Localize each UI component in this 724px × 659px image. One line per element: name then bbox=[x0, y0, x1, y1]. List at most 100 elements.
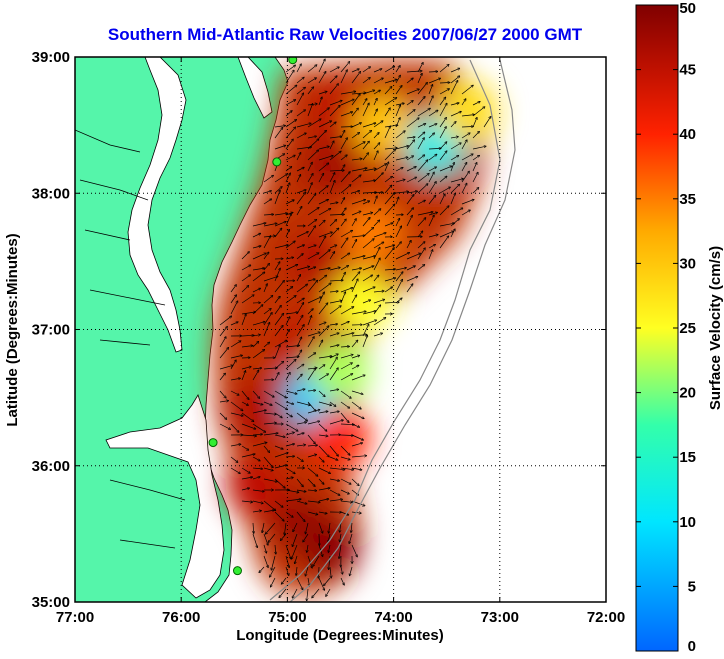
velocity-vector bbox=[329, 478, 339, 481]
colorbar-ticks: 0 5 10 15 20 25 30 35 40 45 50 bbox=[636, 0, 696, 655]
velocity-vector bbox=[318, 275, 326, 282]
velocity-vector bbox=[351, 456, 366, 458]
velocity-vector bbox=[274, 306, 281, 315]
velocity-vector bbox=[329, 84, 338, 95]
velocity-vector bbox=[450, 156, 459, 161]
velocity-vector bbox=[263, 533, 268, 545]
velocity-vector bbox=[406, 167, 416, 172]
velocity-vector bbox=[252, 370, 259, 381]
velocity-vector bbox=[450, 208, 463, 216]
velocity-vector bbox=[307, 280, 317, 293]
velocity-vector bbox=[351, 356, 359, 359]
velocity-vector bbox=[351, 311, 366, 315]
velocity-vector bbox=[472, 146, 486, 150]
velocity-vector bbox=[329, 106, 340, 117]
velocity-vector bbox=[230, 401, 243, 411]
velocity-vector bbox=[318, 156, 333, 161]
velocity-vector bbox=[362, 141, 369, 150]
velocity-vector bbox=[241, 445, 249, 450]
velocity-vector bbox=[329, 301, 342, 304]
velocity-vector bbox=[329, 357, 337, 370]
velocity-vector bbox=[351, 340, 358, 348]
velocity-vector bbox=[328, 533, 331, 542]
velocity-vector bbox=[351, 335, 367, 337]
colorbar bbox=[635, 4, 679, 652]
velocity-vector bbox=[340, 577, 344, 585]
colorbar-tick-label: 20 bbox=[679, 385, 696, 402]
velocity-vector bbox=[312, 588, 320, 598]
velocity-vector bbox=[329, 489, 340, 495]
velocity-vector bbox=[285, 432, 294, 436]
velocity-vector bbox=[373, 305, 381, 315]
velocity-vector bbox=[450, 229, 455, 238]
velocity-vector bbox=[296, 175, 301, 183]
velocity-vector bbox=[472, 118, 477, 128]
velocity-vector bbox=[373, 196, 377, 205]
velocity-vector bbox=[406, 216, 412, 227]
velocity-vector bbox=[351, 365, 359, 370]
velocity-vector bbox=[329, 499, 342, 502]
velocity-vector bbox=[296, 337, 302, 348]
velocity-vector bbox=[285, 257, 293, 260]
velocity-vector bbox=[219, 412, 227, 419]
velocity-vector bbox=[274, 262, 280, 271]
velocity-vector bbox=[296, 232, 308, 238]
velocity-vector bbox=[296, 364, 304, 370]
velocity-vector bbox=[329, 181, 335, 194]
velocity-region bbox=[310, 408, 371, 469]
velocity-vector bbox=[417, 74, 422, 84]
velocity-vector bbox=[285, 373, 290, 381]
velocity-vector bbox=[219, 373, 225, 381]
velocity-vector bbox=[439, 231, 453, 238]
velocity-vector bbox=[428, 196, 436, 205]
shelf-contour-2 bbox=[289, 59, 516, 602]
velocity-vector bbox=[329, 522, 331, 533]
velocity-vector bbox=[329, 345, 339, 348]
velocity-vector bbox=[252, 223, 266, 227]
velocity-vector bbox=[296, 412, 307, 421]
chart-title: Southern Mid-Atlantic Raw Velocities 200… bbox=[108, 25, 583, 44]
velocity-vector bbox=[384, 245, 394, 249]
velocity-vector bbox=[307, 390, 315, 391]
velocity-vector bbox=[252, 234, 260, 238]
velocity-vector bbox=[296, 123, 311, 128]
velocity-vector bbox=[351, 522, 352, 532]
velocity-vector bbox=[384, 185, 392, 194]
velocity-vector bbox=[395, 280, 402, 293]
velocity-vector bbox=[362, 311, 376, 315]
velocity-vector bbox=[296, 275, 300, 282]
velocity-vector bbox=[296, 445, 305, 446]
velocity-vector bbox=[461, 184, 467, 194]
velocity-vector bbox=[373, 318, 386, 326]
velocity-vector bbox=[417, 248, 425, 260]
velocity-vector bbox=[285, 478, 293, 480]
velocity-vector bbox=[230, 390, 239, 395]
velocity-vector bbox=[329, 324, 337, 325]
velocity-vector bbox=[296, 207, 302, 216]
velocity-vector bbox=[439, 89, 449, 95]
velocity-vector bbox=[428, 85, 433, 95]
velocity-vector bbox=[340, 456, 350, 460]
velocity-vector bbox=[230, 423, 239, 432]
velocity-vector bbox=[241, 265, 251, 271]
velocity-vector bbox=[285, 111, 292, 117]
velocity-vector bbox=[351, 236, 365, 238]
velocity-vector bbox=[219, 390, 226, 398]
velocity-vector bbox=[351, 467, 362, 470]
shelf-contour-1 bbox=[269, 59, 501, 601]
velocity-vector bbox=[373, 151, 378, 161]
velocity-vector bbox=[384, 98, 397, 106]
velocity-vector bbox=[384, 149, 395, 161]
velocity-vector bbox=[417, 83, 427, 95]
velocity-vector bbox=[472, 173, 478, 183]
velocity-vector bbox=[339, 544, 342, 558]
velocity-vector bbox=[351, 191, 359, 194]
velocity-vector bbox=[241, 346, 253, 348]
velocity-vector bbox=[340, 424, 354, 425]
velocity-vector bbox=[241, 501, 252, 502]
velocity-vector bbox=[274, 390, 286, 398]
velocity-vector bbox=[340, 511, 349, 515]
velocity-vector bbox=[318, 577, 324, 590]
velocity-vector bbox=[428, 154, 437, 161]
velocity-vector bbox=[296, 433, 304, 436]
